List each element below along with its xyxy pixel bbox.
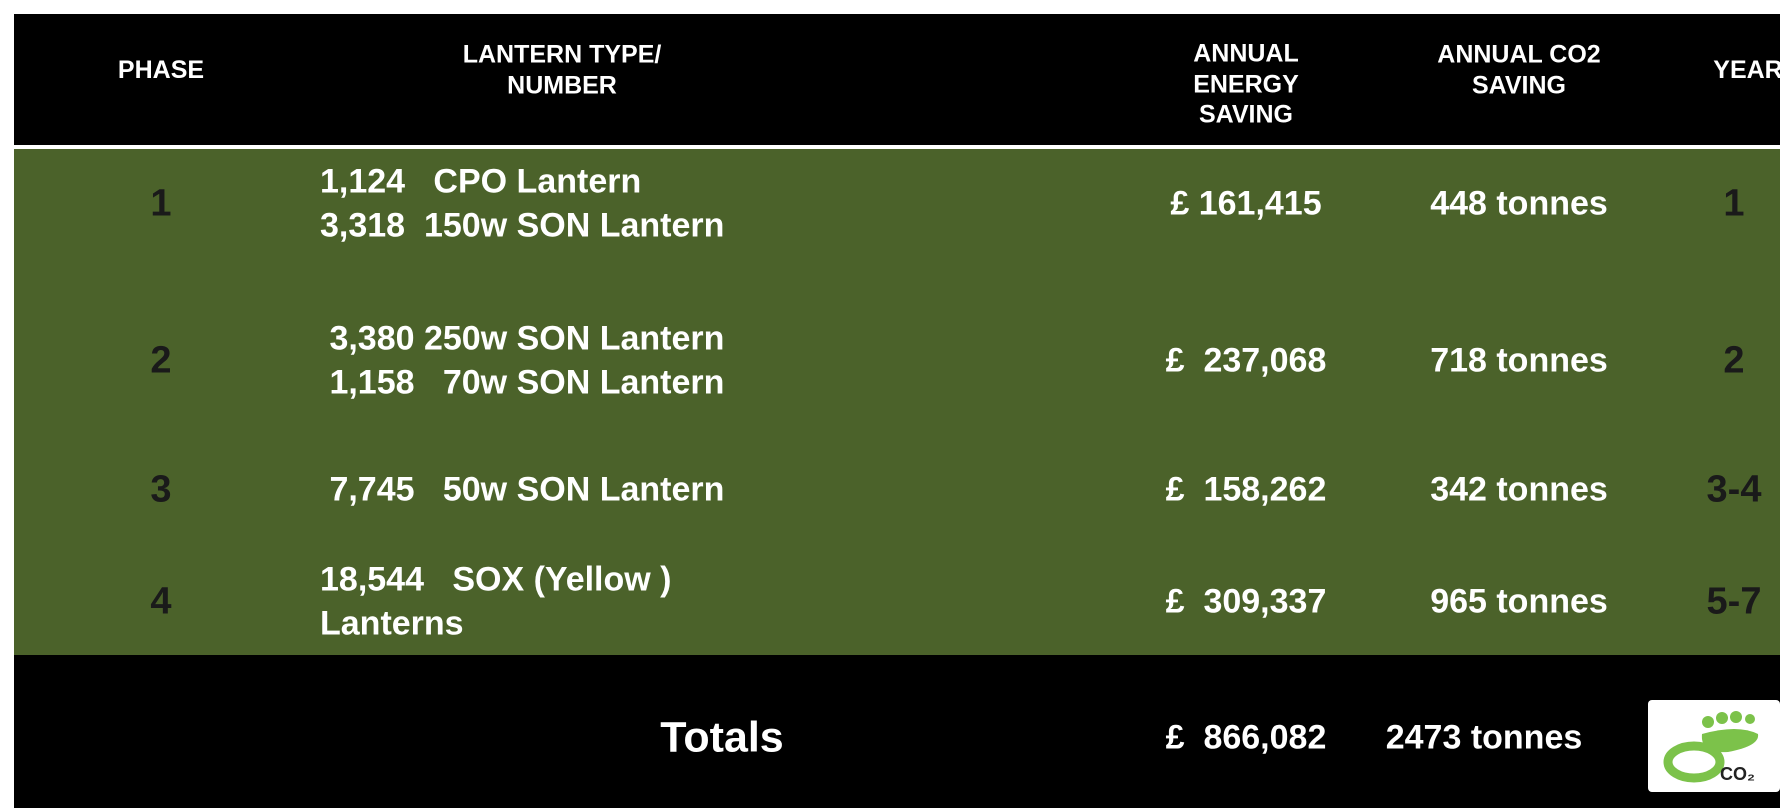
totals-label: Totals — [660, 713, 784, 762]
phase: 3 — [150, 468, 172, 511]
totals-band — [14, 655, 1780, 808]
icon-text: CO₂ — [1720, 764, 1755, 784]
lantern-line: 3,380 250w SON Lantern — [320, 319, 725, 358]
phase: 1 — [150, 182, 172, 225]
header-cell: YEAR — [1713, 55, 1780, 84]
co2-saving: 448 tonnes — [1430, 184, 1608, 223]
header-cell: ANNUAL ENERGY SAVING — [1193, 39, 1299, 129]
co2-icon: CO₂ — [1648, 700, 1780, 792]
header-band — [14, 14, 1780, 145]
energy-saving: £ 158,262 — [1165, 470, 1327, 509]
lantern-line: 7,745 50w SON Lantern — [320, 470, 725, 509]
phase: 4 — [150, 580, 172, 623]
energy-saving: £ 237,068 — [1165, 341, 1327, 380]
year: 5-7 — [1706, 580, 1762, 623]
year: 2 — [1723, 339, 1745, 382]
header-cell: PHASE — [117, 55, 205, 84]
body-band — [14, 149, 1780, 655]
energy-saving: £ 309,337 — [1165, 582, 1327, 621]
lantern-line: 1,124 CPO Lantern — [320, 162, 642, 201]
lantern-line: 3,318 150w SON Lantern — [320, 206, 725, 245]
co2-saving: 342 tonnes — [1430, 470, 1608, 509]
lantern-line: Lanterns — [320, 604, 464, 643]
header-cell: LANTERN TYPE/ NUMBER — [462, 40, 662, 100]
co2-saving: 965 tonnes — [1430, 582, 1608, 621]
year: 1 — [1723, 182, 1745, 225]
lantern-line: 1,158 70w SON Lantern — [320, 363, 725, 402]
totals-co2: 2473 tonnes — [1385, 718, 1583, 757]
lantern-line: 18,544 SOX (Yellow ) — [320, 560, 672, 599]
phase: 2 — [150, 339, 172, 382]
co2-saving: 718 tonnes — [1430, 341, 1608, 380]
totals-energy: £ 866,082 — [1165, 718, 1327, 757]
year: 3-4 — [1706, 468, 1762, 511]
header-cell: ANNUAL CO2 SAVING — [1437, 40, 1601, 100]
energy-saving: £ 161,415 — [1170, 184, 1322, 223]
